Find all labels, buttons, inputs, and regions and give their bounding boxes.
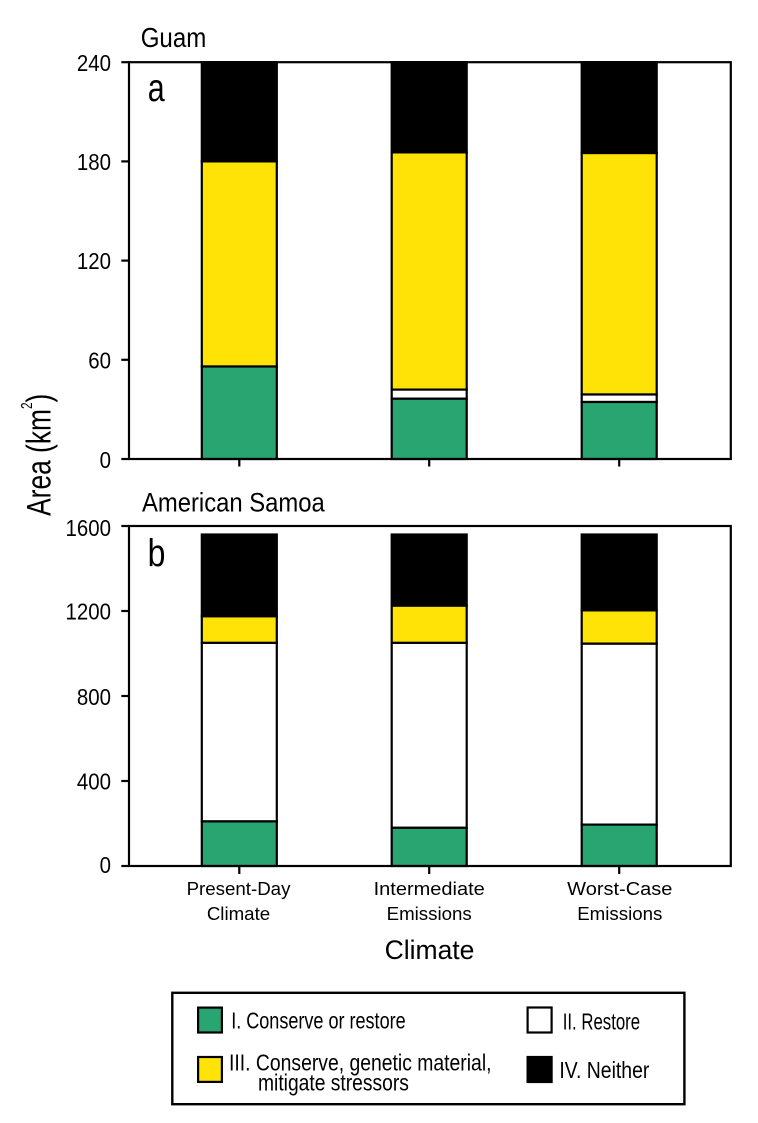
svg-text:Guam: Guam <box>141 21 207 53</box>
svg-text:240: 240 <box>77 49 111 76</box>
svg-text:0: 0 <box>100 447 111 474</box>
svg-text:Emissions: Emissions <box>577 903 662 924</box>
svg-text:60: 60 <box>88 347 111 374</box>
svg-text:180: 180 <box>77 149 111 176</box>
svg-text:b: b <box>148 531 166 575</box>
svg-text:Present-Day: Present-Day <box>187 878 292 899</box>
svg-text:a: a <box>148 66 165 109</box>
svg-text:Emissions: Emissions <box>387 903 472 924</box>
svg-text:Climate: Climate <box>207 903 270 924</box>
svg-text:Area (km2): Area (km2) <box>19 394 59 516</box>
svg-text:1200: 1200 <box>66 598 111 625</box>
svg-text:IV. Neither: IV. Neither <box>559 1057 649 1083</box>
svg-text:400: 400 <box>77 768 111 795</box>
svg-text:0: 0 <box>100 852 111 879</box>
svg-text:I. Conserve or restore: I. Conserve or restore <box>231 1009 405 1035</box>
svg-text:mitigate stressors: mitigate stressors <box>258 1071 409 1096</box>
svg-text:Worst-Case: Worst-Case <box>567 878 672 899</box>
svg-text:120: 120 <box>77 248 111 275</box>
svg-text:III. Conserve, genetic materia: III. Conserve, genetic material, <box>229 1050 492 1076</box>
svg-text:Intermediate: Intermediate <box>374 878 485 899</box>
svg-text:800: 800 <box>77 684 111 711</box>
svg-text:1600: 1600 <box>66 515 111 542</box>
svg-text:Climate: Climate <box>385 935 475 965</box>
svg-text:American Samoa: American Samoa <box>142 488 326 518</box>
svg-text:II. Restore: II. Restore <box>563 1010 640 1035</box>
